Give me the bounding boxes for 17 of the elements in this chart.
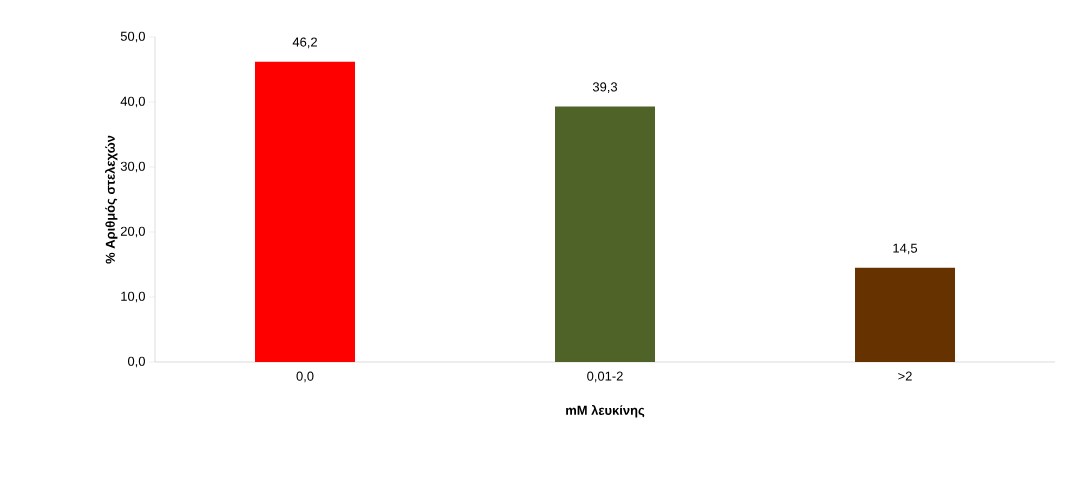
data-label: 39,3 — [592, 82, 618, 94]
y-tick-label: 0,0 — [127, 356, 145, 368]
y-tick-label: 50,0 — [120, 31, 145, 43]
x-tick-label: 0,0 — [296, 371, 314, 383]
y-tick-label: 20,0 — [120, 226, 145, 238]
y-tick-label: 10,0 — [121, 291, 145, 303]
x-tick-label: >2 — [898, 371, 912, 381]
x-tick-label: 0,01-2 — [587, 371, 623, 383]
bar — [555, 106, 656, 362]
y-axis-title: % Αριθμός στελεχών — [105, 135, 118, 264]
x-axis-title: mM λευκίνης — [566, 405, 645, 418]
bar — [855, 267, 956, 362]
y-tick-label: 40,0 — [120, 96, 145, 108]
data-label: 46,2 — [292, 37, 317, 49]
y-tick-label: 30,0 — [120, 161, 145, 173]
data-label: 14,5 — [893, 243, 918, 255]
bar — [255, 61, 355, 362]
